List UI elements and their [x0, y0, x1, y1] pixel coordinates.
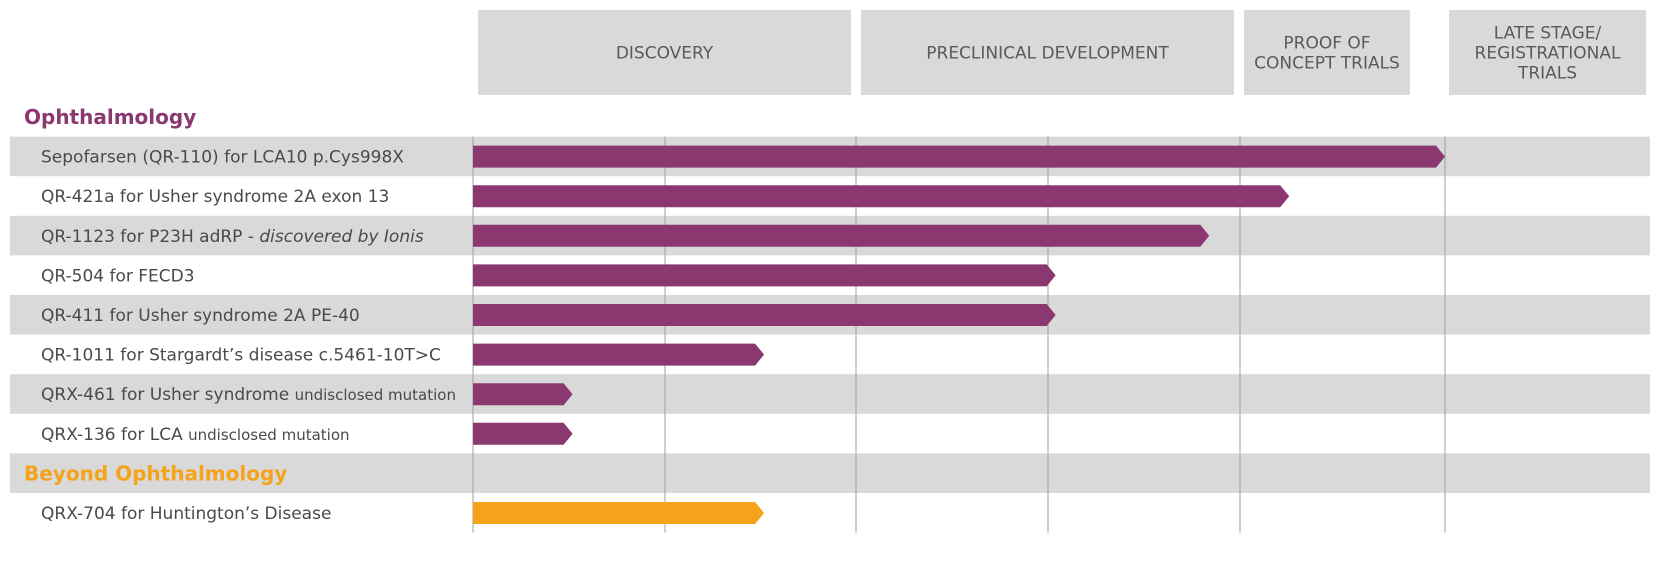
program-label-part: QR-504 for FECD3: [41, 266, 195, 286]
progress-bar: [473, 145, 1445, 168]
stage-header-label: PROOF OF: [1283, 34, 1370, 54]
stage-header-box-1: [478, 10, 851, 95]
stage-header-label: DISCOVERY: [616, 44, 714, 64]
stage-header-box-2: [861, 10, 1234, 95]
program-label: QR-421a for Usher syndrome 2A exon 13: [41, 187, 389, 207]
program-label: QR-504 for FECD3: [41, 266, 195, 286]
program-label: QR-411 for Usher syndrome 2A PE-40: [41, 306, 360, 326]
program-label-part: undisclosed mutation: [295, 386, 456, 404]
progress-bar: [473, 264, 1056, 287]
section-title: Ophthalmology: [24, 105, 196, 129]
progress-bar: [473, 224, 1210, 247]
program-label-part: discovered by Ionis: [259, 227, 423, 247]
program-label: QRX-136 for LCA undisclosed mutation: [41, 425, 350, 445]
program-label-part: QR-411 for Usher syndrome 2A PE-40: [41, 306, 360, 326]
stage-header-label: LATE STAGE/: [1494, 24, 1602, 44]
program-label: Sepofarsen (QR-110) for LCA10 p.Cys998X: [41, 148, 404, 168]
stage-header-label: REGISTRATIONAL: [1475, 44, 1621, 64]
progress-bar: [473, 383, 573, 406]
program-label-part: QR-421a for Usher syndrome 2A exon 13: [41, 187, 389, 207]
program-label-part: Sepofarsen (QR-110) for LCA10 p.Cys998X: [41, 148, 404, 168]
stage-header-box-3: [1244, 10, 1410, 95]
stage-header-box-4: [1449, 10, 1646, 95]
progress-bar: [473, 343, 765, 366]
program-label-part: QRX-704 for Huntington’s Disease: [41, 504, 331, 524]
row-band: [10, 374, 1650, 414]
progress-bar: [473, 304, 1056, 326]
section-title: Beyond Ophthalmology: [24, 461, 287, 485]
program-label: QRX-461 for Usher syndrome undisclosed m…: [41, 385, 456, 405]
program-label-part: QRX-136 for LCA: [41, 425, 188, 445]
program-label: QR-1123 for P23H adRP - discovered by Io…: [41, 227, 424, 247]
stage-header-label: PRECLINICAL DEVELOPMENT: [926, 44, 1169, 64]
stage-header-label: CONCEPT TRIALS: [1254, 54, 1400, 74]
program-label: QR-1011 for Stargardt’s disease c.5461-1…: [41, 346, 441, 366]
program-label-part: QRX-461 for Usher syndrome: [41, 385, 295, 405]
progress-bar: [473, 502, 765, 524]
program-label: QRX-704 for Huntington’s Disease: [41, 504, 331, 524]
stage-header-label: TRIALS: [1517, 64, 1577, 84]
program-label-part: QR-1011 for Stargardt’s disease c.5461-1…: [41, 346, 441, 366]
progress-bar: [473, 422, 573, 445]
section-band: [10, 453, 1650, 493]
program-label-part: undisclosed mutation: [188, 426, 349, 444]
progress-bar: [473, 185, 1290, 208]
program-label-part: QR-1123 for P23H adRP -: [41, 227, 259, 247]
